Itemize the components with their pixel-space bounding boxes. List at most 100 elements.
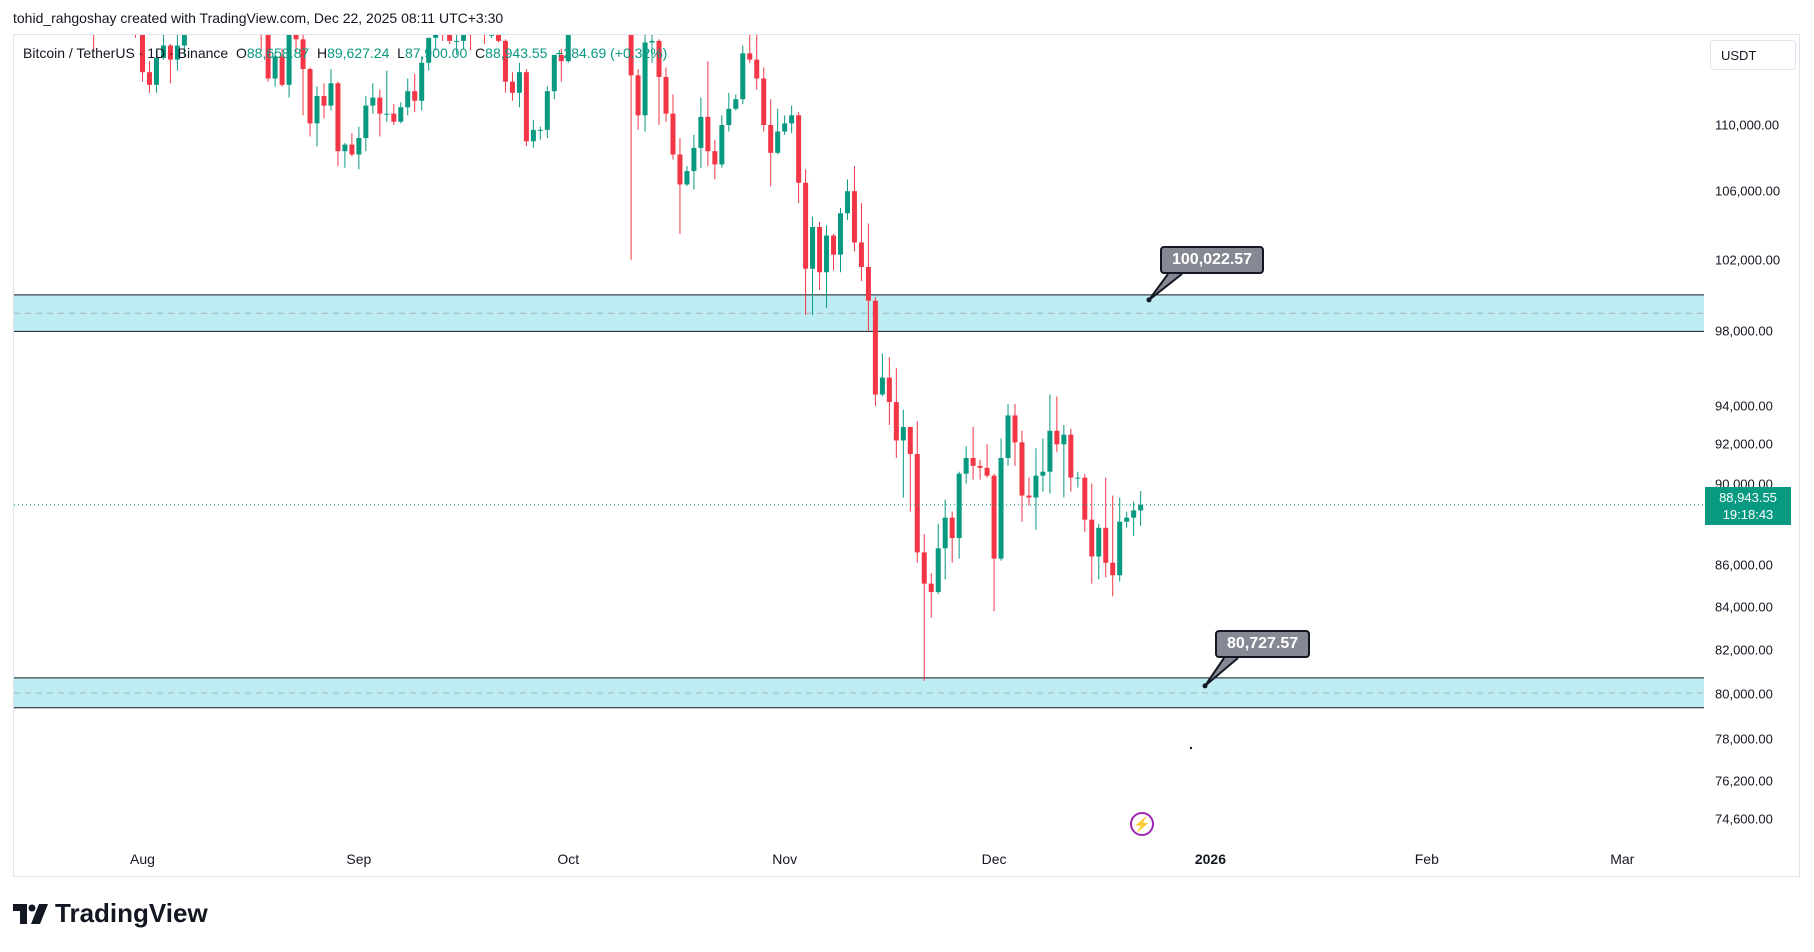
candle-body [824,235,830,273]
candle [286,35,292,98]
logo-text: TradingView [55,898,208,928]
candle [761,67,767,132]
candle [628,35,634,260]
candle [865,223,871,332]
candle [300,35,306,116]
time-tick-label: Feb [1414,851,1439,867]
tradingview-logo-icon [13,903,48,924]
candle-body [628,35,634,76]
time-tick-label: Mar [1610,851,1635,867]
candle [384,70,390,122]
low-value: 87,900.00 [404,45,468,61]
candle-body [91,0,96,6]
candle [712,139,718,180]
candle-body [768,125,774,153]
candle [921,533,927,681]
candle-body [565,35,571,62]
candle-body [998,457,1004,559]
candle-body [502,40,508,82]
candle-body [454,40,460,42]
candle-body [656,40,662,77]
candle-body [900,426,906,441]
symbol-name[interactable]: Bitcoin / TetherUS [23,45,135,61]
currency-button[interactable]: USDT [1710,40,1796,70]
candle [1068,428,1074,492]
candle-body [677,154,683,185]
candle [307,67,313,137]
candle-body [544,91,550,130]
price-tick-label: 82,000.00 [1715,642,1773,658]
candle-body [1033,475,1039,498]
candle-body [663,76,669,114]
candle-body [740,53,746,100]
candle [740,45,746,105]
candle [942,499,948,580]
candle [928,573,934,618]
candle-body [167,45,173,60]
candle-body [886,377,892,403]
candle [991,473,997,612]
candle-body [935,548,941,593]
candle [565,35,571,63]
candle [42,0,47,18]
candle [489,35,494,38]
price-tick-label: 98,000.00 [1715,323,1773,339]
candle [537,126,543,140]
candle [461,35,467,49]
candle-body [705,116,711,152]
candle-body [321,95,327,106]
support-resistance-zones [14,294,1704,709]
candle [893,368,899,458]
candle [335,81,341,167]
candle [56,0,61,22]
candle [984,444,990,478]
candle [272,51,278,87]
chart-frame[interactable] [13,34,1800,877]
candle-body [1138,504,1144,511]
candle-body [440,29,445,32]
candle-body [914,454,920,553]
interval[interactable]: 1D [147,45,166,61]
candle [558,48,564,82]
candle-body [642,42,648,116]
price-tick-label: 76,200.00 [1715,773,1773,789]
candle-body [712,151,718,165]
open-label: O [235,45,247,61]
candle [509,72,515,101]
candle-body [907,426,913,455]
candle-body [356,138,362,155]
price-tick-label: 74,600.00 [1715,811,1773,827]
candle-body [126,1,131,3]
candle-body [1040,471,1046,476]
candle [293,35,299,52]
candle-body [747,53,753,60]
marker-dot [1189,746,1193,750]
price-callout-lower[interactable]: 80,727.57 [1215,630,1311,658]
candle [1054,396,1060,453]
close-value: 88,943.55 [485,45,548,61]
candle [684,166,690,187]
candle-body [551,54,557,92]
candle [433,35,439,51]
price-callout-upper[interactable]: 100,022.57 [1160,246,1265,274]
candle [963,446,969,484]
candle [260,35,262,51]
candle-body [49,1,54,2]
candle [391,104,397,125]
candle [642,35,648,132]
candle [412,73,418,113]
candle-body [761,78,767,125]
time-tick-label: Dec [981,851,1007,867]
callout-anchor-dot [1202,683,1208,689]
price-tick-label: 92,000.00 [1715,436,1773,452]
candle [245,1,250,12]
candle-body [719,125,725,165]
lightning-icon[interactable]: ⚡ [1130,812,1154,836]
candle [153,50,159,93]
candle [872,297,878,406]
candle-body [810,226,816,269]
candle-body [537,129,543,131]
last-price-value: 88,943.55 [1719,489,1777,505]
candle [377,89,383,137]
